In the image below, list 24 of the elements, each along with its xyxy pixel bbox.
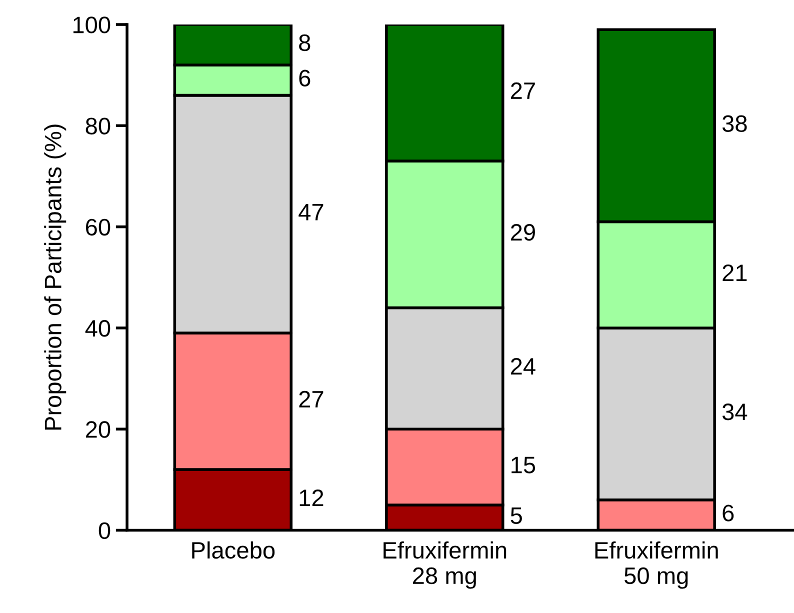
y-tick-label: 40 [85, 320, 110, 337]
y-tick-label: 20 [86, 421, 110, 438]
data-label: 34 [722, 404, 748, 420]
data-label: 8 [299, 34, 310, 52]
y-axis-title: Proportion of Participants (%) [44, 124, 66, 430]
y-tick-label: 60 [86, 218, 110, 236]
x-tick-label: Efruxifermin 28 mg [384, 541, 506, 589]
y-tick-label: 0 [98, 522, 110, 540]
data-label: 47 [298, 204, 324, 220]
data-label: 15 [512, 456, 536, 474]
x-tick-label: Placebo [192, 541, 275, 559]
data-label: 29 [511, 224, 535, 241]
data-label: 27 [299, 390, 324, 408]
data-label: 6 [722, 504, 734, 522]
y-tick-label: 80 [86, 118, 110, 134]
y-tick-label: 100 [73, 16, 110, 34]
data-label: 38 [722, 115, 747, 132]
data-label: 12 [300, 490, 324, 506]
data-label: 24 [511, 358, 536, 375]
data-label: 27 [511, 82, 535, 99]
x-tick-label: Efruxifermin 50 mg [595, 541, 718, 589]
data-label: 6 [299, 70, 310, 86]
data-label: 5 [510, 507, 522, 524]
data-label: 21 [722, 264, 747, 281]
